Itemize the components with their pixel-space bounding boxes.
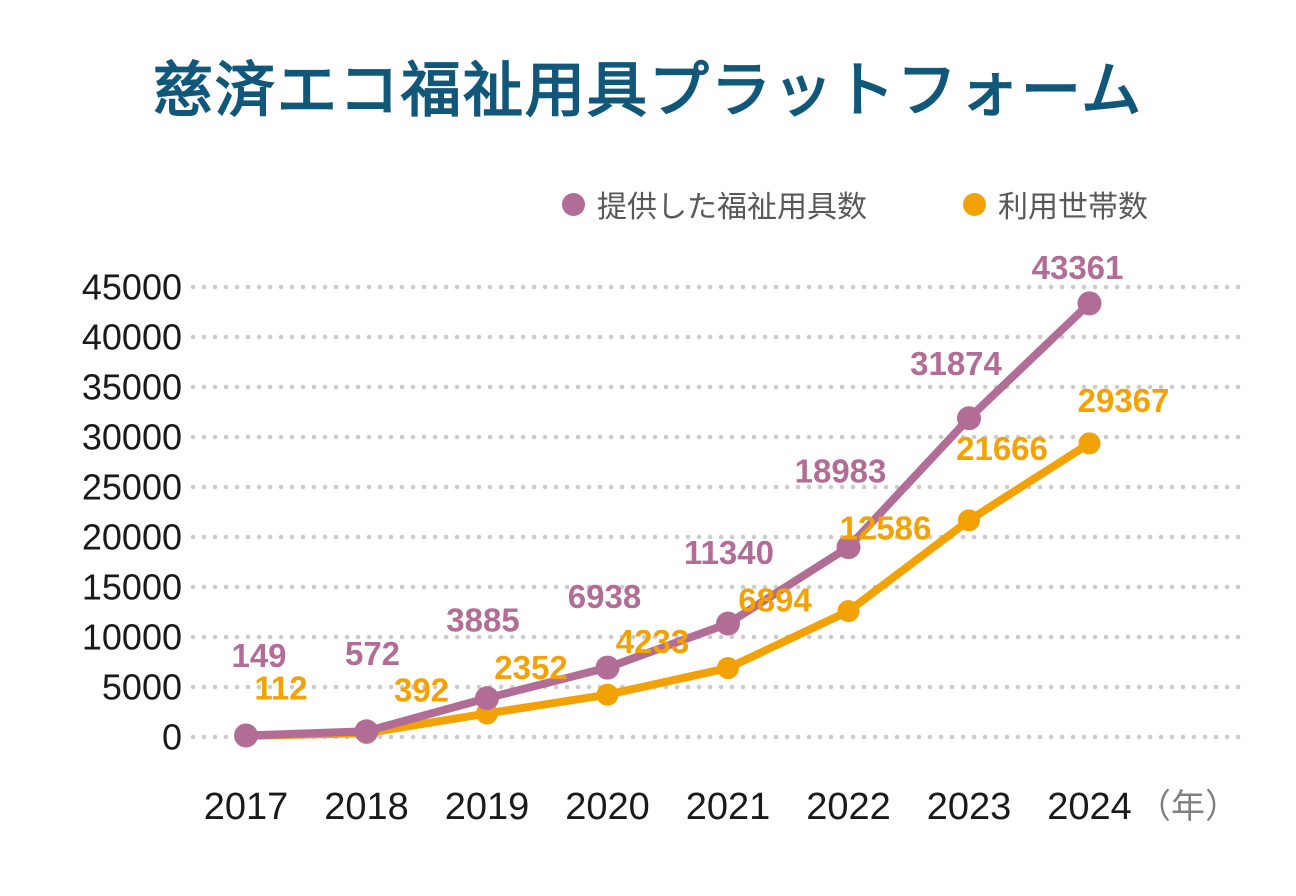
data-label: 2352	[494, 649, 567, 686]
data-label: 11340	[684, 534, 774, 571]
y-axis-tick-label: 15000	[82, 567, 182, 608]
data-label: 43361	[1032, 249, 1124, 286]
y-axis-tick-label: 20000	[82, 517, 182, 558]
data-point	[596, 683, 619, 706]
data-point	[717, 657, 739, 680]
data-label: 12586	[840, 510, 932, 547]
y-axis-tick-label: 5000	[102, 667, 182, 708]
data-point	[595, 655, 620, 680]
y-axis-tick-label: 10000	[82, 617, 182, 658]
series-line-provided-equipment	[242, 299, 1094, 740]
legend-dot-user-households-icon	[963, 192, 986, 216]
data-label: 112	[254, 669, 307, 706]
x-axis-tick-label: 2018	[324, 786, 409, 828]
data-label: 6938	[568, 578, 641, 615]
data-point	[1077, 291, 1102, 316]
legend-label-user-households: 利用世帯数	[998, 191, 1148, 224]
data-label: 29367	[1078, 382, 1170, 419]
data-labels-user-households: 112 392 2352 4233 6894 12586 21666 29367	[254, 382, 1169, 709]
data-label: 6894	[738, 582, 812, 619]
data-label: 392	[394, 672, 449, 709]
x-axis-tick-label: 2024	[1047, 786, 1132, 828]
data-point	[716, 611, 740, 636]
y-axis-tick-label: 30000	[82, 417, 182, 458]
chart-title: 慈済エコ福祉用具プラットフォーム	[152, 57, 1144, 124]
data-labels-provided-equipment: 149 572 3885 6938 11340 18983 31874 43361	[231, 249, 1123, 674]
legend-dot-provided-equipment-icon	[562, 192, 585, 216]
legend-label-provided-equipment: 提供した福祉用具数	[597, 191, 867, 224]
legend-item-user-households: 利用世帯数	[963, 182, 1148, 226]
y-axis-tick-label: 0	[162, 717, 182, 758]
x-axis-tick-label: 2019	[445, 786, 530, 828]
y-axis-tick-label: 35000	[82, 367, 182, 408]
data-point	[957, 406, 981, 431]
series-user-households	[235, 432, 1101, 747]
x-axis-tick-label: 2023	[927, 786, 1012, 828]
data-point	[837, 600, 860, 623]
x-axis-tick-label: 2017	[204, 786, 289, 828]
data-point	[234, 723, 258, 748]
legend-item-provided-equipment: 提供した福祉用具数	[562, 182, 867, 226]
data-label: 572	[345, 635, 400, 672]
data-label: 4233	[616, 623, 689, 660]
data-point	[836, 535, 861, 560]
x-axis: 2017 2018 2019 2020 2021 2022 2023 2024 （年）	[204, 786, 1239, 828]
y-axis-tick-label: 25000	[82, 467, 182, 508]
data-point	[354, 719, 379, 744]
data-label: 149	[231, 637, 286, 674]
x-axis-unit-label: （年）	[1137, 788, 1239, 826]
x-axis-tick-label: 2021	[686, 786, 771, 828]
data-label: 3885	[446, 602, 519, 639]
series-provided-equipment	[234, 291, 1102, 748]
data-point	[1078, 432, 1101, 455]
data-label: 21666	[956, 430, 1048, 467]
y-axis-tick-label: 45000	[82, 267, 182, 308]
data-point	[958, 509, 980, 532]
data-label: 31874	[910, 345, 1002, 382]
x-axis-tick-label: 2022	[806, 786, 891, 828]
data-point	[475, 686, 499, 711]
data-label: 18983	[795, 453, 887, 490]
y-axis-tick-label: 40000	[82, 317, 182, 358]
legend: 提供した福祉用具数 利用世帯数	[562, 182, 1148, 226]
x-axis-tick-label: 2020	[565, 786, 650, 828]
